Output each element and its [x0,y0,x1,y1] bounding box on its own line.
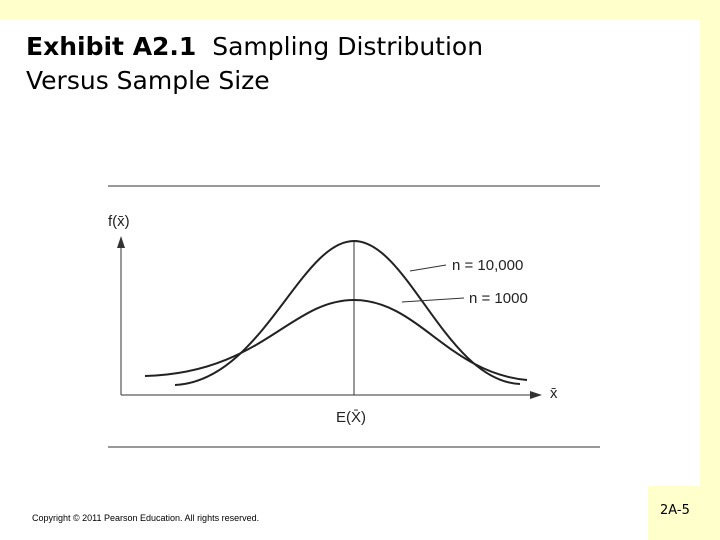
right-band [700,0,720,540]
curve-label: n = 1000 [469,290,528,307]
center-label: E(X̄) [336,409,366,426]
title-line2: Versus Sample Size [26,66,270,95]
slide-number: 2A-5 [660,503,690,518]
curve-label: n = 10,000 [452,257,523,274]
y-axis-label: f(x̄) [108,213,130,230]
leader [401,297,465,303]
title: Exhibit A2.1 Sampling Distribution Versu… [26,30,483,98]
leader [409,264,447,272]
copyright: Copyright © 2011 Pearson Education. All … [32,513,260,523]
narrow-curve [174,239,521,386]
top-band [0,0,720,20]
slide-number-box [648,486,720,540]
x-arrow [530,391,542,399]
title-rest: Sampling Distribution [212,32,484,61]
y-arrow [117,236,125,248]
x-axis-label: x̄ [550,385,558,402]
wide-curve [144,298,528,381]
title-bold: Exhibit A2.1 [26,32,197,61]
